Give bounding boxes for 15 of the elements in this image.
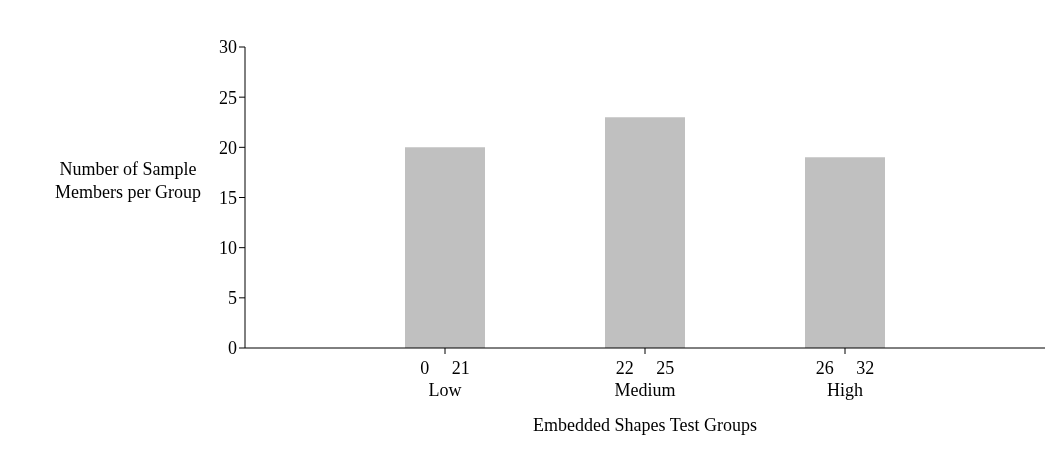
bar: [405, 147, 485, 348]
y-tick-label: 15: [219, 187, 237, 208]
y-tick-label: 20: [219, 137, 237, 158]
x-tick-label: 26 32 High: [815, 358, 875, 400]
bar: [605, 117, 685, 348]
y-axis-title: Number of Sample Members per Group: [54, 158, 202, 204]
y-tick-label: 0: [228, 338, 237, 359]
y-tick-label: 25: [219, 87, 237, 108]
bar: [805, 157, 885, 348]
y-tick-label: 10: [219, 238, 237, 259]
y-tick-label: 30: [219, 37, 237, 58]
y-tick-label: 5: [228, 288, 237, 309]
x-axis-title: Embedded Shapes Test Groups: [533, 414, 757, 435]
x-tick-label: 22 25 Medium: [614, 358, 676, 400]
x-tick-label: 0 21 Low: [420, 358, 470, 400]
